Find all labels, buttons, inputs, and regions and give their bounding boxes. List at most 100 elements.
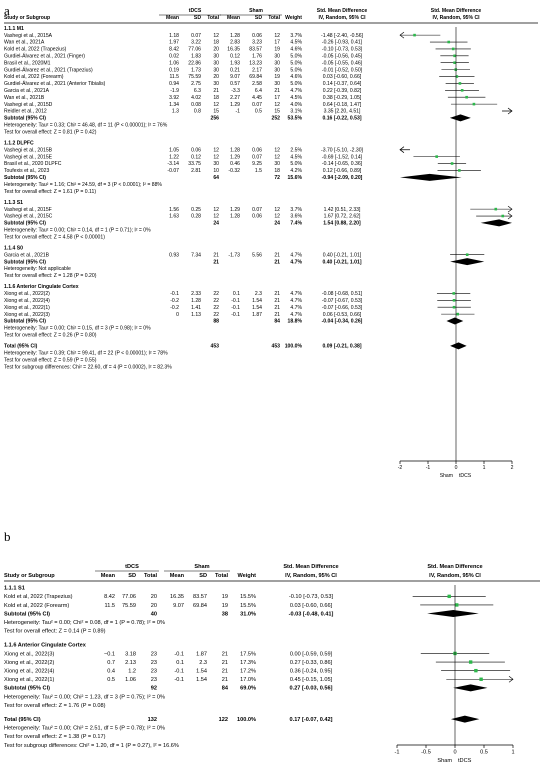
study-0-0-mean-sham: 16.35 [170,594,184,600]
study-1-1-sd-sham: 2.3 [199,660,207,666]
study-2-0-mean-sham: 1.29 [230,207,240,213]
study-1-0-arrow [399,146,410,153]
study-1-1-sd-tdcs: 0.12 [191,154,201,160]
subgroup-4-subtotal-ci-text: -0.04 [-0.34, 0.26] [322,319,363,325]
study-1-0-total-sham: 12 [274,147,280,153]
subgroup-3-subtotal-weight: 4.7% [290,259,302,265]
study-2-1-total-sham: 12 [274,214,280,220]
study-3-0-sd-sham: 5.56 [252,252,262,258]
subgroup-1-subtotal-total-sham: 84 [222,686,229,692]
panel-label-b: b [4,529,11,544]
study-2-0-sd-sham: 0.07 [252,207,262,213]
subgroup-1-overall-effect: Test for overall effect: Z = 1.76 (P = 0… [4,703,106,709]
header-plot-col2: IV, Random, 95% CI [432,15,480,21]
total-label: Total (95% CI) [4,717,41,723]
study-4-1-sd-tdcs: 1.28 [191,298,201,304]
study-0-4-weight: 5.0% [290,60,302,66]
header-effect-col1: Std. Mean Difference [317,8,368,14]
study-1-1-mean-tdcs: 1.22 [169,154,179,160]
subgroup-0-title: 1.1.1 S1 [4,586,25,592]
x-tick-label: 0 [455,465,458,471]
subgroup-4-title: 1.1.6 Anterior Cingulate Cortex [4,284,79,290]
subgroup-0-overall-effect: Test for overall effect: Z = 0.81 (P = 0… [4,129,97,135]
study-0-7-total-sham: 30 [274,81,280,87]
study-0-1-total-sham: 17 [274,40,280,46]
study-1-2-ci-text: -0.14 [-0.65, 0.36] [322,161,363,167]
subgroup-0-subtotal-label: Subtotal (95% CI) [4,116,46,122]
study-0-7-mean-tdcs: 0.94 [169,81,179,87]
subgroup-0-subtotal-total-tdcs: 256 [211,116,220,122]
study-1-2-mean-sham: 0.46 [230,161,240,167]
study-3-0-name: Garcia et al., 2021B [4,252,50,258]
study-0-0-mean-tdcs: 1.18 [169,33,179,39]
subgroup-1-overall-effect: Test for overall effect: Z = 1.61 (P = 0… [4,189,96,195]
study-0-6-name: Kold et al, 2022 (Forearm) [4,74,64,80]
study-1-2-marker [474,668,478,673]
subgroup-0-subtotal-weight: 31.0% [240,611,256,617]
study-0-9-sd-sham: 4.45 [252,95,262,101]
study-2-0-marker [494,207,498,211]
study-1-2-name: Brasil et al., 2020 DLPFC [4,161,62,167]
study-1-3-marker [458,169,461,172]
study-0-10-name: Vashegi et al., 2015D [4,102,53,108]
study-4-1-mean-tdcs: -0.2 [170,298,179,304]
study-4-1-marker [452,299,456,302]
study-4-1-weight: 4.7% [290,298,302,304]
study-0-9-ci-text: 0.38 [-0.29, 1.05] [323,95,362,101]
subgroup-1-subtotal-ci-text: -0.94 [-2.09, 0.20] [322,175,363,181]
x-tick-label: 1 [511,750,514,756]
x-tick-label: -0.5 [421,750,431,756]
study-4-0-mean-tdcs: -0.1 [170,291,179,297]
study-4-0-sd-tdcs: 2.33 [191,291,201,297]
study-0-0-sd-tdcs: 77.06 [122,594,136,600]
subgroup-0-title: 1.1.1 M1 [4,26,24,32]
study-1-2-sd-sham: 1.54 [196,669,207,675]
study-0-4-ci-text: -0.05 [-0.55, 0.46] [322,60,363,66]
study-0-8-mean-tdcs: -1.9 [170,88,179,94]
study-4-3-marker [456,312,459,316]
study-0-3-sd-tdcs: 1.83 [191,54,201,60]
study-4-0-sd-sham: 2.3 [255,291,262,297]
study-0-1-weight: 15.5% [240,603,256,609]
study-0-8-sd-tdcs: 6.3 [194,88,201,94]
study-0-4-mean-sham: 1.93 [230,60,240,66]
study-0-0-name: Vashegi et al., 2015A [4,33,53,39]
study-1-1-sd-tdcs: 2.13 [125,660,136,666]
study-0-7-total-tdcs: 30 [213,81,219,87]
study-4-3-mean-tdcs: 0 [176,312,179,318]
study-0-8-marker [460,89,464,92]
study-0-9-mean-tdcs: 3.92 [169,95,179,101]
study-3-0-weight: 4.7% [290,252,302,258]
study-1-0-sd-sham: 0.06 [252,147,262,153]
study-0-10-mean-sham: 1.29 [230,102,240,108]
header-total-tdcs: Total [207,15,219,21]
subgroup-0-subtotal-ci-text: 0.16 [-0.22, 0.53] [322,116,361,122]
study-0-0-marker [447,594,451,599]
study-0-0-sd-tdcs: 0.07 [191,33,201,39]
study-1-2-mean-sham: -0.1 [174,669,184,675]
study-0-11-mean-sham: -1 [235,109,240,115]
study-0-8-sd-sham: 6.4 [255,88,262,94]
study-0-4-marker [453,61,456,65]
study-1-3-mean-sham: -0.1 [174,677,184,683]
subgroup-1-subtotal-total-tdcs: 64 [213,175,219,181]
study-4-1-mean-sham: -0.1 [231,298,240,304]
study-0-10-total-sham: 12 [274,102,280,108]
study-0-7-sd-sham: 2.58 [252,81,262,87]
study-0-6-mean-tdcs: 11.5 [169,74,179,80]
study-0-8-ci-text: 0.22 [-0.39, 0.82] [323,88,362,94]
study-2-0-ci-text: 1.42 [0.51, 2.33] [324,207,361,213]
study-0-10-sd-tdcs: 0.08 [191,102,201,108]
x-tick-label: 0.5 [480,750,488,756]
panel-label-a: a [4,3,10,18]
subgroup-3-heterogeneity: Heterogeneity: Not applicable [4,266,71,272]
study-3-0-mean-tdcs: 0.93 [169,252,179,258]
study-0-11-sd-sham: 0.5 [255,109,262,115]
study-4-2-marker [452,305,456,309]
total-ci-text: 0.17 [-0.07, 0.42] [290,717,333,723]
study-1-2-sd-tdcs: 1.2 [128,669,136,675]
study-4-1-name: Xiong et al., 2022(4) [4,298,50,304]
subgroup-0-subtotal-weight: 53.5% [288,116,303,122]
subgroup-1-subtotal-label: Subtotal (95% CI) [4,175,46,181]
study-1-3-ci-text: 0.45 [-0.15, 1.05] [290,677,333,683]
